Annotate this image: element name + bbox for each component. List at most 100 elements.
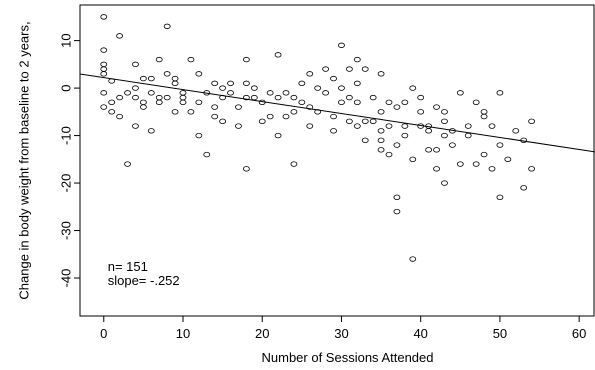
- x-tick-label: 20: [255, 326, 269, 341]
- data-point: [163, 23, 171, 30]
- data-point: [195, 99, 203, 106]
- data-point: [448, 142, 456, 148]
- data-point: [528, 166, 536, 172]
- data-point: [322, 66, 330, 72]
- data-point: [393, 104, 401, 110]
- data-point: [377, 71, 385, 77]
- x-tick-label: 50: [493, 326, 507, 341]
- data-point: [116, 94, 124, 101]
- data-point: [100, 47, 108, 53]
- data-point: [195, 71, 203, 77]
- data-point: [338, 42, 345, 49]
- data-point: [369, 118, 377, 125]
- data-point: [345, 94, 353, 101]
- data-point: [353, 56, 361, 63]
- data-point: [330, 128, 337, 134]
- data-point: [377, 128, 385, 134]
- data-point: [314, 85, 322, 91]
- data-point: [211, 104, 219, 110]
- data-point: [433, 104, 440, 110]
- y-tick-label: -30: [59, 221, 74, 240]
- data-point: [100, 71, 108, 77]
- data-point: [409, 85, 417, 91]
- data-point: [100, 90, 108, 96]
- data-point: [171, 75, 179, 82]
- data-point: [235, 123, 242, 129]
- data-point: [472, 161, 480, 167]
- data-point: [155, 99, 163, 106]
- data-point: [425, 147, 433, 153]
- data-point: [163, 94, 171, 101]
- data-point: [282, 90, 290, 96]
- data-point: [290, 109, 298, 115]
- data-point: [504, 156, 512, 163]
- data-point: [385, 99, 393, 106]
- data-point: [195, 132, 203, 139]
- data-point: [512, 128, 520, 134]
- annotation-slope: slope= -.252: [108, 273, 180, 288]
- data-point: [147, 90, 155, 96]
- data-point: [393, 142, 401, 148]
- data-point: [385, 123, 393, 129]
- data-point: [433, 166, 440, 172]
- data-point: [441, 180, 448, 186]
- data-point: [306, 123, 314, 129]
- data-point: [496, 142, 504, 148]
- data-point: [187, 109, 195, 115]
- data-point: [472, 99, 480, 106]
- data-point: [345, 118, 353, 125]
- data-point: [330, 75, 337, 82]
- data-point: [401, 123, 409, 129]
- y-tick-label: -20: [59, 174, 74, 193]
- data-point: [338, 85, 345, 91]
- data-point: [203, 151, 211, 158]
- data-point: [393, 194, 401, 200]
- data-point: [377, 137, 385, 144]
- data-point: [132, 123, 139, 129]
- data-point: [227, 80, 234, 87]
- data-point: [456, 161, 464, 167]
- data-point: [266, 90, 274, 96]
- data-point: [488, 123, 496, 129]
- data-point: [108, 99, 116, 106]
- data-point: [496, 194, 504, 200]
- x-axis-title: Number of Sessions Attended: [262, 350, 434, 365]
- data-point: [298, 99, 306, 106]
- data-point: [338, 99, 345, 106]
- data-point: [409, 156, 417, 163]
- data-point: [179, 99, 187, 106]
- data-point: [266, 113, 274, 120]
- data-point: [211, 80, 219, 87]
- data-point: [124, 90, 131, 96]
- data-point: [353, 99, 361, 106]
- data-point: [250, 85, 258, 91]
- y-tick-label: 0: [59, 84, 74, 91]
- data-point: [369, 94, 377, 101]
- annotation-n: n= 151: [108, 259, 148, 274]
- data-point: [345, 66, 353, 72]
- data-point: [274, 94, 282, 101]
- data-point: [132, 85, 139, 91]
- x-axis: 0 10 20 30 40 50 60: [100, 316, 586, 341]
- data-point: [330, 113, 337, 120]
- data-point: [132, 94, 139, 101]
- data-point: [441, 132, 448, 139]
- y-tick-label: 10: [59, 33, 74, 47]
- x-tick-label: 10: [176, 326, 190, 341]
- data-point: [124, 161, 131, 167]
- data-point: [488, 166, 496, 172]
- plot-frame: [79, 4, 595, 317]
- y-axis: -40 -30 -20 -10 0 10: [59, 33, 80, 287]
- data-point: [163, 71, 171, 77]
- data-point: [235, 104, 242, 110]
- data-point: [139, 75, 147, 82]
- data-point: [480, 151, 488, 158]
- data-point: [242, 94, 250, 101]
- data-point: [417, 109, 425, 115]
- data-point: [116, 33, 124, 39]
- regression-line: [79, 73, 595, 153]
- y-tick-label: -10: [59, 126, 74, 145]
- data-point: [147, 128, 155, 134]
- data-point: [171, 109, 179, 115]
